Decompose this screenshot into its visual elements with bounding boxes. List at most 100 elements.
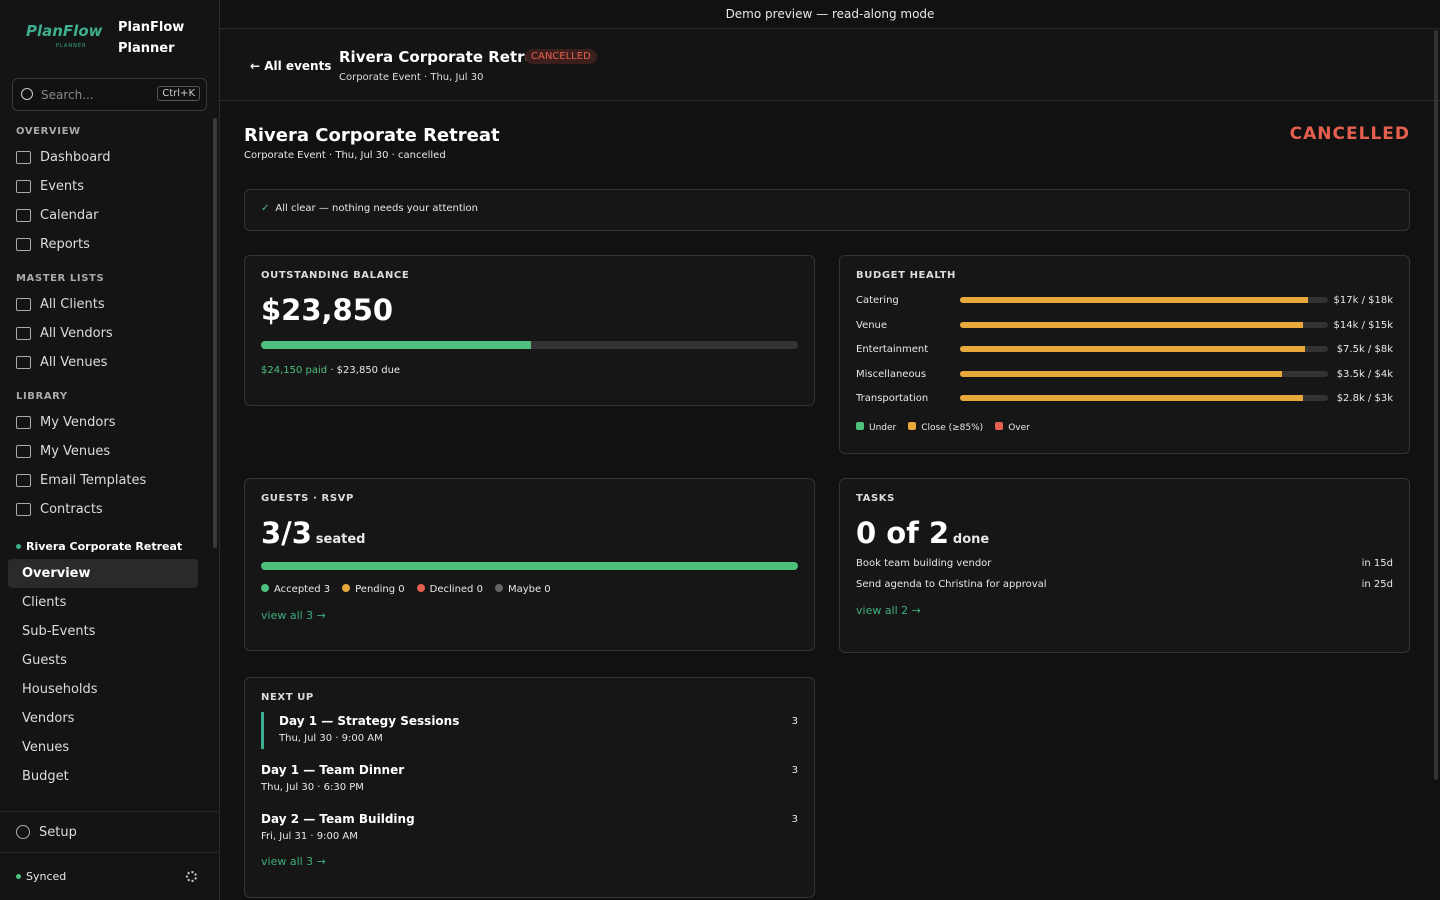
header-subtitle: Corporate Event · Thu, Jul 30	[339, 72, 484, 83]
legend-label: Over	[1008, 422, 1030, 433]
item-count: 3	[791, 716, 798, 727]
theme-toggle[interactable]	[186, 871, 197, 882]
event-nav-item[interactable]: Venues	[22, 740, 70, 755]
legend-label: Close (≥85%)	[921, 422, 984, 433]
setup[interactable]: Setup	[0, 811, 219, 853]
count-suffix: seated	[315, 532, 366, 547]
icon	[16, 474, 31, 487]
search-box[interactable]: Search... Ctrl+K	[12, 78, 207, 111]
search-placeholder: Search...	[41, 88, 94, 102]
balance-track	[261, 341, 798, 349]
budget-track	[960, 346, 1328, 352]
event-nav-item[interactable]: Overview	[8, 559, 198, 588]
header: ← All events Rivera Corporate Retreat CANC…	[220, 29, 1440, 101]
swatch	[908, 421, 917, 430]
nav-label: Dashboard	[40, 150, 111, 165]
event-nav-item[interactable]: Sub-Events	[22, 624, 96, 639]
sync-status: Synced	[16, 870, 66, 883]
logo-sub: PLANNER	[56, 43, 87, 49]
budget-track	[960, 297, 1328, 303]
nav-label: Calendar	[40, 208, 99, 223]
item-time: Thu, Jul 30 · 6:30 PM	[261, 782, 364, 793]
icon	[16, 209, 31, 222]
nav-item[interactable]: Contracts	[0, 495, 212, 524]
count: 0 of 2	[856, 516, 950, 550]
item-count: 3	[791, 765, 798, 776]
nav-item[interactable]: My Venues	[0, 437, 212, 466]
paid-bar	[261, 341, 532, 349]
balance-card: OUTSTANDING BALANCE $23,850 $24,150 paid ·…	[244, 255, 815, 406]
nav-label: All Vendors	[40, 326, 113, 341]
nav-item[interactable]: All Vendors	[0, 319, 212, 348]
nav-label: Reports	[40, 237, 90, 252]
nav-item[interactable]: My Vendors	[0, 408, 212, 437]
budget-category: Transportation	[856, 393, 929, 404]
section-title: MASTER LISTS	[16, 273, 105, 284]
event-label: Rivera Corporate Retreat	[26, 540, 183, 553]
card-heading: OUTSTANDING BALANCE	[261, 270, 410, 281]
rsvp-dot	[494, 584, 503, 592]
budget-row: Venue $14k / $15k	[856, 316, 1393, 341]
rsvp-label: Declined 0	[429, 584, 483, 595]
rsvp-track	[261, 562, 798, 570]
view-all-link[interactable]: view all 3 →	[261, 855, 326, 868]
swatch	[856, 421, 864, 430]
nav-label: Email Templates	[40, 473, 147, 488]
legend-item: Under	[856, 421, 896, 433]
page-status: CANCELLED	[1289, 124, 1410, 144]
card-heading: GUESTS · RSVP	[261, 493, 354, 504]
nav: OVERVIEW Dashboard Events Calendar Reports MA…	[0, 112, 212, 810]
budget-row: Transportation $2.8k / $3k	[856, 389, 1393, 414]
task-row: Book team building vendor in 15d	[856, 558, 1393, 569]
budget-amount: $2.8k / $3k	[1336, 393, 1393, 404]
rsvp-item: Accepted 3	[261, 584, 330, 595]
budget-track	[960, 395, 1328, 401]
legend-item: Over	[995, 421, 1030, 433]
view-all-link[interactable]: view all 3 →	[261, 609, 326, 622]
budget-bar	[960, 346, 1305, 352]
status-badge: CANCELLED	[525, 49, 597, 64]
rsvp-dot	[261, 584, 269, 592]
budget-bar	[960, 297, 1308, 303]
budget-bar	[960, 370, 1282, 377]
nav-item[interactable]: Dashboard	[0, 143, 212, 172]
task-due: in 25d	[1361, 579, 1393, 590]
nav-label: Contracts	[40, 502, 103, 517]
page-title: Rivera Corporate Retreat	[244, 125, 500, 146]
nav-item[interactable]: Calendar	[0, 201, 212, 230]
event-nav-item[interactable]: Clients	[22, 595, 67, 610]
nav-item[interactable]: All Venues	[0, 348, 212, 377]
nav-item[interactable]: Reports	[0, 230, 212, 259]
sidebar-scrollbar	[213, 118, 217, 548]
event-nav-item[interactable]: Households	[22, 682, 98, 697]
icon	[16, 151, 31, 164]
back-link[interactable]: ← All events	[250, 59, 332, 73]
guest-count: 3/3 seated	[261, 516, 798, 550]
brand: PlanFlow Planner	[118, 20, 185, 56]
nav-item[interactable]: Email Templates	[0, 466, 212, 495]
card-heading: TASKS	[856, 493, 895, 504]
item-title: Day 1 — Strategy Sessions	[279, 714, 460, 728]
page-subtitle: Corporate Event · Thu, Jul 30 · cancelle…	[244, 150, 446, 161]
budget-category: Catering	[856, 295, 899, 306]
budget-row: Entertainment $7.5k / $8k	[856, 340, 1393, 365]
icon	[16, 356, 31, 369]
due-label: · $23,850 due	[330, 365, 401, 376]
alert-text: All clear — nothing needs your attention	[275, 203, 479, 214]
event-nav-item[interactable]: Vendors	[22, 711, 75, 726]
rsvp-item: Pending 0	[342, 584, 405, 595]
sidebar: PlanFlow PLANNER PlanFlow Planner Search...…	[0, 0, 220, 900]
next-up-item[interactable]: Day 1 — Team Dinner Thu, Jul 30 · 6:30 PM…	[261, 761, 798, 810]
event-nav-item[interactable]: Guests	[22, 653, 67, 668]
nav-item[interactable]: Events	[0, 172, 212, 201]
icon	[16, 298, 31, 311]
view-all-link[interactable]: view all 2 →	[856, 604, 921, 617]
item-title: Day 2 — Team Building	[261, 812, 415, 826]
nav-item[interactable]: All Clients	[0, 290, 212, 319]
next-up-card: NEXT UP Day 1 — Strategy Sessions Thu, Jul…	[244, 677, 815, 898]
rsvp-bar	[261, 562, 798, 570]
event-nav-item[interactable]: Budget	[22, 769, 69, 784]
next-up-item[interactable]: Day 2 — Team Building Fri, Jul 31 · 9:00 …	[261, 810, 798, 859]
next-up-item[interactable]: Day 1 — Strategy Sessions Thu, Jul 30 · 9…	[261, 712, 798, 749]
budget-amount: $17k / $18k	[1333, 295, 1393, 306]
